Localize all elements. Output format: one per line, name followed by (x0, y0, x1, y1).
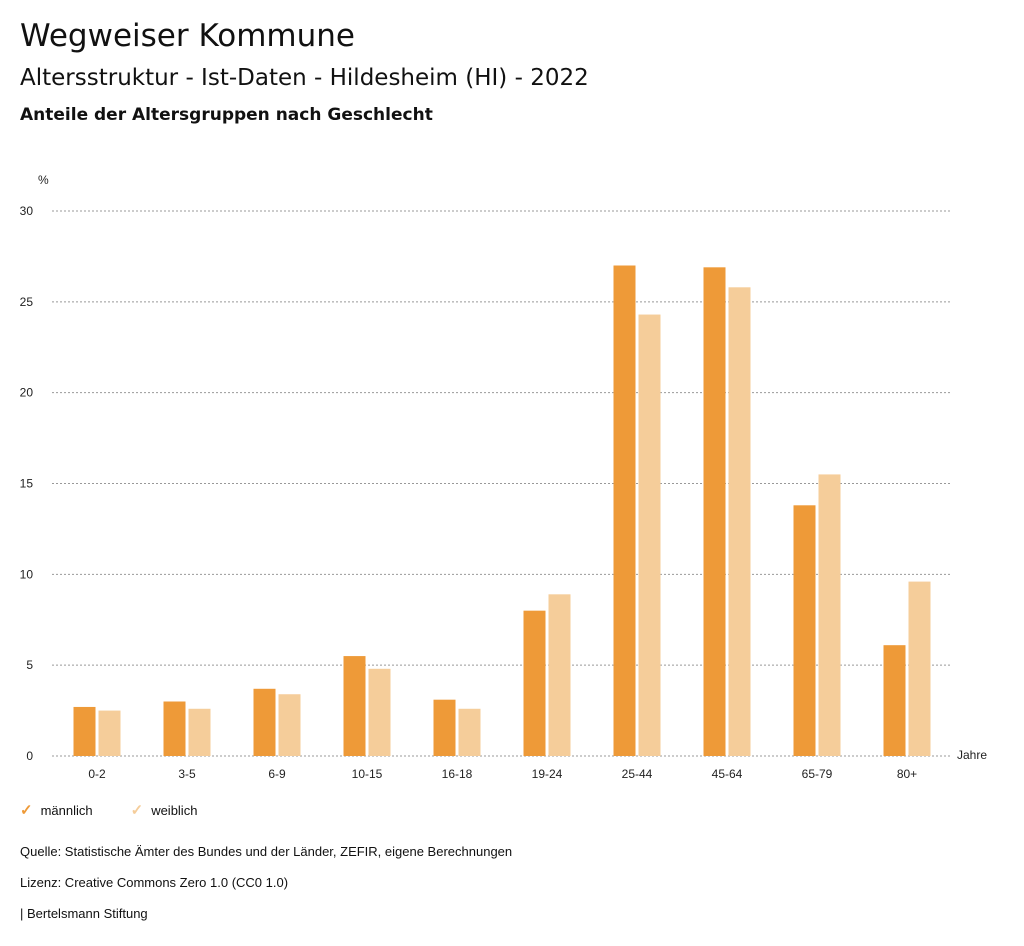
bars (73, 265, 931, 757)
legend-item-female[interactable]: ✓ weiblich (131, 803, 198, 818)
bar-male-80+[interactable] (883, 645, 906, 756)
x-tick-label: 19-24 (532, 767, 563, 781)
x-tick-label: 0-2 (88, 767, 106, 781)
x-tick-label: 10-15 (352, 767, 383, 781)
bar-male-3-5[interactable] (163, 701, 186, 757)
y-tick-label: 5 (26, 658, 33, 672)
chart-title: Anteile der Altersgruppen nach Geschlech… (20, 105, 433, 125)
y-tick-label: 0 (26, 749, 33, 763)
chart-subtitle: Altersstruktur - Ist-Daten - Hildesheim … (20, 65, 589, 91)
check-icon: ✓ (20, 802, 33, 819)
bar-female-25-44[interactable] (638, 314, 661, 756)
x-tick-label: 45-64 (712, 767, 743, 781)
grid-lines (52, 210, 952, 757)
y-axis-ticks: 0 5 10 15 20 25 30 (20, 204, 34, 763)
x-tick-label: 16-18 (442, 767, 473, 781)
bar-female-6-9[interactable] (278, 694, 301, 756)
bar-male-6-9[interactable] (253, 688, 276, 756)
x-axis-label: Jahre (957, 748, 987, 762)
source-note: Quelle: Statistische Ämter des Bundes un… (20, 844, 513, 859)
bar-female-19-24[interactable] (548, 594, 571, 756)
x-axis-ticks: 0-2 3-5 6-9 10-15 16-18 19-24 25-44 45-64 65-79 8… (88, 767, 917, 781)
bar-male-0-2[interactable] (73, 706, 96, 756)
y-axis-label: % (38, 173, 49, 187)
page-title: Wegweiser Kommune (20, 18, 355, 54)
bar-female-3-5[interactable] (188, 708, 211, 756)
publisher-note: | Bertelsmann Stiftung (20, 906, 148, 921)
y-tick-label: 20 (20, 386, 34, 400)
legend-label-female: weiblich (151, 803, 198, 818)
bar-female-80+[interactable] (908, 581, 931, 756)
x-tick-label: 65-79 (802, 767, 833, 781)
y-tick-label: 15 (20, 477, 34, 491)
bar-female-45-64[interactable] (728, 287, 751, 756)
bar-male-25-44[interactable] (613, 265, 636, 757)
bar-chart: 0 5 10 15 20 25 30 0-2 3-5 6-9 10-15 16-18 19-24 25-… (20, 173, 988, 781)
legend-label-male: männlich (40, 803, 93, 818)
legend-item-male[interactable]: ✓ männlich (20, 803, 93, 818)
bar-male-65-79[interactable] (793, 505, 816, 756)
bar-male-19-24[interactable] (523, 610, 546, 756)
x-tick-label: 3-5 (178, 767, 196, 781)
y-tick-label: 10 (20, 567, 34, 581)
y-tick-label: 30 (20, 204, 34, 218)
bar-female-65-79[interactable] (818, 474, 841, 756)
bar-male-45-64[interactable] (703, 267, 726, 756)
x-tick-label: 80+ (897, 767, 917, 781)
bar-male-10-15[interactable] (343, 656, 366, 756)
bar-female-0-2[interactable] (98, 710, 121, 756)
x-tick-label: 25-44 (622, 767, 653, 781)
license-note: Lizenz: Creative Commons Zero 1.0 (CC0 1… (20, 875, 289, 890)
bar-female-16-18[interactable] (458, 708, 481, 756)
y-tick-label: 25 (20, 295, 34, 309)
x-tick-label: 6-9 (268, 767, 286, 781)
bar-female-10-15[interactable] (368, 668, 391, 756)
bar-male-16-18[interactable] (433, 699, 456, 756)
legend: ✓ männlich ✓ weiblich (20, 803, 197, 818)
check-icon: ✓ (130, 802, 144, 819)
